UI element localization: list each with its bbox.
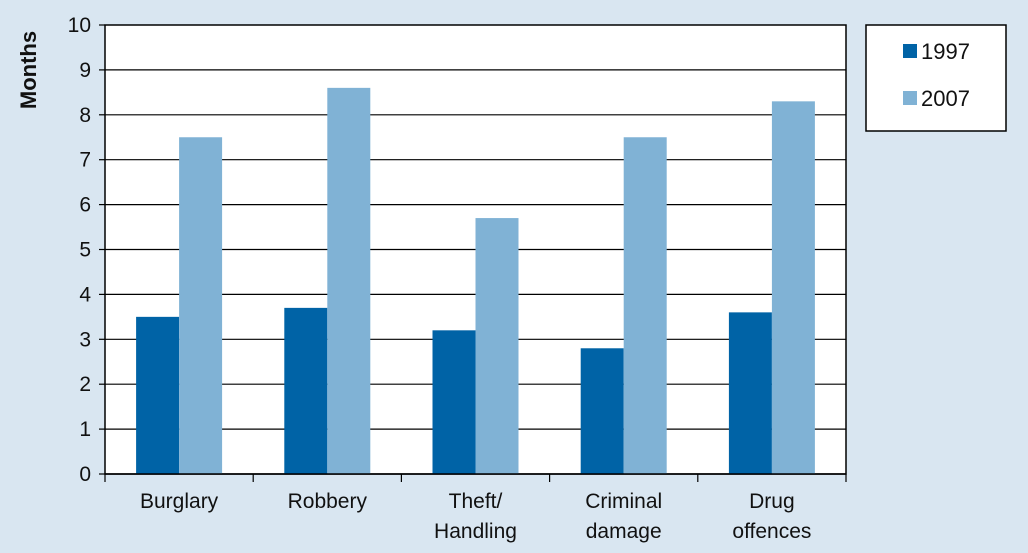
- y-tick-label: 8: [79, 104, 91, 127]
- y-tick-label: 1: [79, 418, 91, 441]
- bar-1997-3: [580, 348, 624, 474]
- bar-2007-4: [771, 101, 815, 474]
- axes: [99, 24, 847, 482]
- bar-2007-1: [327, 87, 371, 475]
- legend: 1997 2007: [865, 24, 1007, 132]
- bar-2007-3: [623, 137, 667, 474]
- gridlines: [105, 69, 846, 430]
- y-tick-labels: 0 1 2 3 4 5 6 7 8 9 10: [68, 14, 92, 486]
- bar-1997-4: [728, 312, 772, 474]
- legend-swatch-1997: [903, 44, 917, 58]
- bars: [136, 87, 815, 475]
- bar-1997-2: [432, 330, 476, 474]
- legend-label-2007: 2007: [921, 86, 970, 111]
- legend-box: [865, 24, 1007, 132]
- y-tick-label: 4: [79, 283, 91, 306]
- y-tick-label: 7: [79, 149, 91, 172]
- y-tick-label: 9: [79, 59, 91, 82]
- x-category-label: Robbery: [288, 490, 368, 513]
- y-tick-label: 3: [79, 328, 91, 351]
- bar-1997-1: [284, 307, 328, 474]
- x-category-label: Theft/Handling: [434, 490, 517, 543]
- y-tick-label: 10: [68, 14, 91, 37]
- y-tick-label: 2: [79, 373, 91, 396]
- bar-2007-0: [179, 137, 223, 474]
- legend-swatch-2007: [903, 91, 917, 105]
- y-axis-label: Months: [16, 31, 41, 109]
- y-tick-label: 0: [79, 463, 91, 486]
- y-tick-label: 5: [79, 239, 91, 262]
- bar-1997-0: [136, 316, 180, 474]
- legend-label-1997: 1997: [921, 39, 970, 64]
- x-category-label: Drug offences: [732, 490, 811, 543]
- x-category-labels: Burglary Robbery Theft/Handling Criminal dam…: [140, 490, 811, 543]
- x-category-label: Burglary: [140, 490, 219, 513]
- x-category-label: Criminal damage: [585, 490, 662, 543]
- y-tick-label: 6: [79, 194, 91, 217]
- bar-2007-2: [475, 218, 519, 474]
